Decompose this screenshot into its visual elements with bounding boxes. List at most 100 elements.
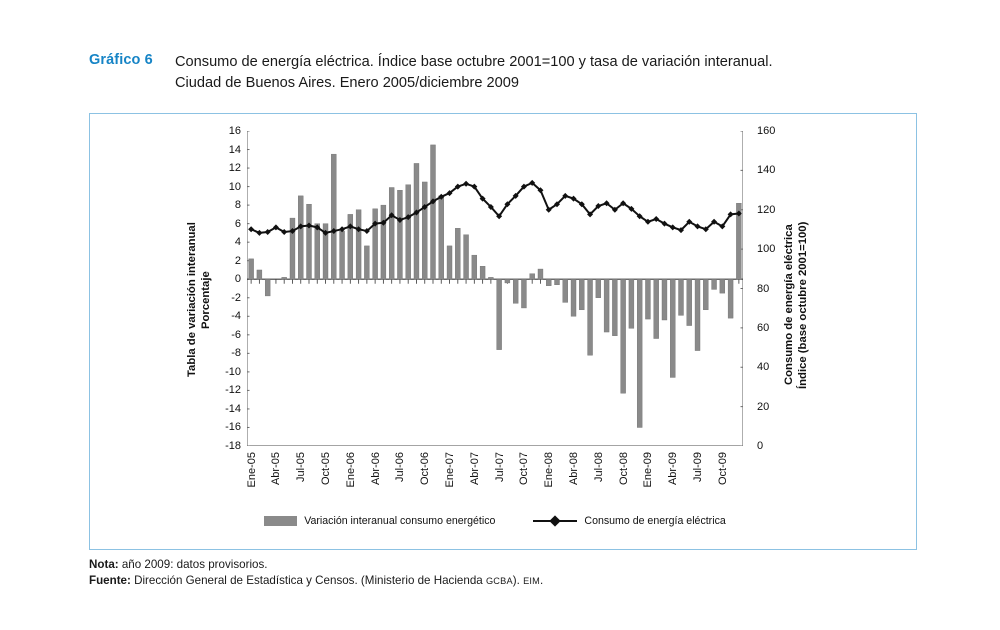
x-tick-label: Ene-07	[444, 452, 457, 488]
bar	[314, 223, 320, 280]
diamond-marker-icon	[549, 515, 562, 527]
bar	[620, 279, 626, 394]
y-tick-label-right: 120	[757, 203, 776, 216]
y-tick-label-left: 0	[234, 273, 241, 286]
fuente-text-c: .	[540, 573, 544, 587]
line-marker	[479, 195, 486, 202]
line-marker	[446, 190, 453, 197]
line-marker	[471, 183, 478, 190]
bar	[488, 277, 494, 280]
line-marker	[463, 180, 470, 187]
figure-title-line1: Consumo de energía eléctrica. Índice bas…	[175, 54, 773, 70]
bar	[521, 279, 527, 309]
bar	[355, 209, 362, 280]
line-marker	[306, 222, 312, 229]
line-marker	[322, 229, 329, 236]
x-tick-label: Jul-06	[394, 452, 407, 482]
line-marker	[669, 224, 676, 231]
line-marker	[355, 226, 362, 233]
x-tick-label: Ene-08	[543, 452, 556, 488]
y-tick-label-left: 4	[234, 236, 241, 249]
y-tick-label-left: 12	[228, 162, 241, 175]
bar	[661, 279, 668, 321]
legend-item-bars: Variación interanual consumo energético	[264, 515, 495, 527]
line-marker	[578, 201, 585, 208]
y-tick-label-right: 140	[757, 164, 776, 177]
nota-label: Nota:	[89, 558, 119, 571]
bar	[727, 279, 734, 319]
line-marker	[611, 206, 618, 213]
bar	[636, 279, 643, 428]
bar	[645, 279, 651, 320]
y-tick-label-left: -2	[231, 291, 241, 304]
x-tick-label: Jul-05	[295, 452, 308, 482]
line-marker	[735, 210, 742, 217]
y-tick-label-left: -16	[225, 421, 241, 434]
bar	[554, 279, 560, 286]
bar	[463, 234, 469, 280]
bar	[339, 230, 345, 280]
legend-label-line: Consumo de energía eléctrica	[584, 515, 726, 527]
x-tick-label: Jul-09	[692, 452, 705, 482]
line-marker	[644, 218, 651, 225]
footnote-nota: Nota: año 2009: datos provisorios.	[89, 557, 849, 573]
y-tick-label-left: -14	[225, 402, 241, 415]
legend-item-line: Consumo de energía eléctrica	[533, 515, 726, 527]
fuente-text-b: ).	[512, 573, 524, 587]
bar	[736, 203, 742, 280]
x-axis-ticks: Ene-05 Abr-05 Jul-05 Oct-05 Ene-06 Abr-06 Jul-…	[245, 452, 743, 512]
figure-footnotes: Nota: año 2009: datos provisorios. Fuent…	[89, 557, 849, 589]
line-marker	[496, 213, 503, 220]
line-marker	[330, 228, 337, 235]
line-marker	[413, 209, 420, 216]
bar	[380, 204, 387, 280]
y-tick-label-left: 6	[234, 217, 241, 230]
line-marker	[281, 228, 288, 235]
bar	[686, 279, 692, 326]
line-marker	[595, 203, 602, 210]
line-marker	[620, 200, 627, 207]
y-tick-label-left: 16	[228, 125, 241, 137]
bar	[388, 187, 395, 280]
bar	[603, 279, 610, 333]
bar	[306, 203, 312, 280]
y-tick-label-left: -18	[225, 440, 241, 452]
bar	[298, 195, 304, 280]
line-marker	[487, 203, 494, 210]
bar	[289, 217, 296, 280]
bar	[256, 269, 263, 280]
bar	[322, 223, 329, 280]
bar	[438, 195, 444, 280]
line-marker	[512, 192, 519, 199]
bar	[422, 181, 428, 280]
line-marker	[653, 216, 660, 223]
y-tick-label-left: -10	[225, 365, 241, 378]
bar	[678, 279, 684, 316]
bar	[281, 277, 287, 280]
x-tick-label: Abr-06	[369, 452, 382, 486]
line-marker	[719, 223, 726, 230]
bar	[504, 279, 511, 284]
fuente-text-a: Dirección General de Estadística y Censo…	[130, 573, 486, 587]
bar	[512, 279, 519, 304]
line-marker	[702, 226, 709, 233]
line-marker	[297, 223, 304, 230]
y-axis-title-right: Consumo de energía eléctrica Índice (bas…	[783, 221, 809, 389]
y-tick-label-right: 80	[757, 282, 770, 295]
x-tick-label: Oct-09	[716, 452, 729, 486]
y-tick-label-right: 0	[757, 440, 764, 452]
bar	[446, 245, 453, 280]
bar	[653, 279, 659, 339]
bar	[413, 163, 420, 280]
y-tick-label-left: 2	[234, 254, 241, 267]
chart-frame	[89, 113, 917, 550]
line-marker	[694, 223, 701, 230]
plot-area	[247, 131, 743, 446]
chart-canvas	[247, 131, 743, 446]
bar	[694, 279, 701, 351]
line-marker	[504, 201, 511, 208]
y-tick-label-right: 20	[757, 400, 770, 413]
line-marker	[396, 216, 403, 223]
x-tick-label: Ene-05	[245, 452, 258, 488]
line-marker	[562, 192, 569, 199]
